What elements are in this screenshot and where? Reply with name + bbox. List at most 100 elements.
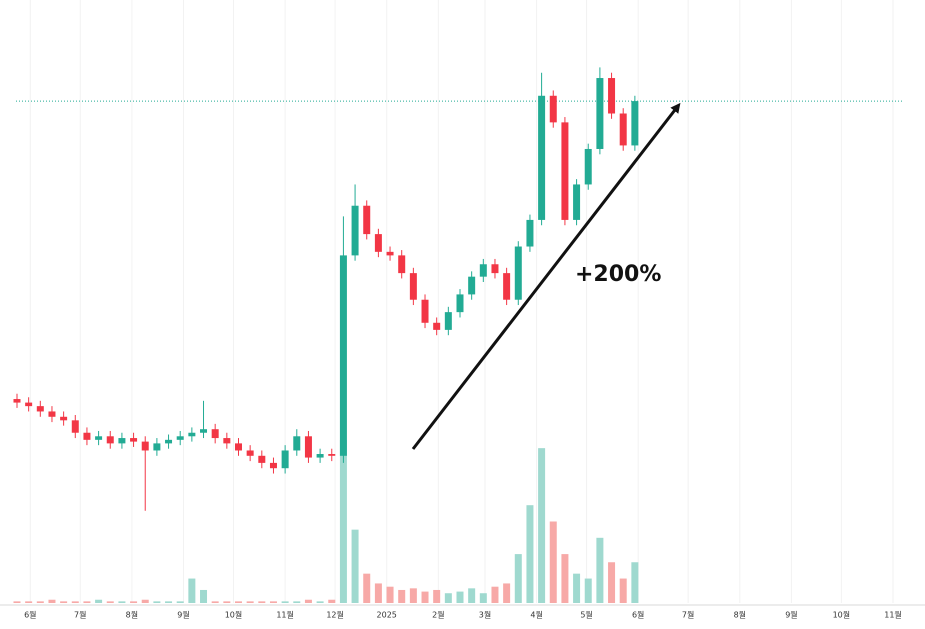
candle-body xyxy=(479,264,487,277)
candle-body xyxy=(48,411,56,417)
volume-bar xyxy=(444,593,452,603)
volume-bar xyxy=(421,591,429,603)
volume-bar xyxy=(36,601,44,603)
x-tick-label: 8월 xyxy=(126,610,138,620)
x-tick-label: 12월 xyxy=(326,610,344,620)
volume-bar xyxy=(631,562,639,603)
candle-body xyxy=(36,406,44,412)
volume-bar xyxy=(479,593,487,603)
volume-bar xyxy=(584,578,592,603)
candle-body xyxy=(165,439,173,444)
x-tick-label: 11월 xyxy=(884,610,902,620)
candle-body xyxy=(130,438,138,442)
volume-bar xyxy=(328,599,336,603)
candle-body xyxy=(60,416,68,421)
volume-bar xyxy=(48,599,56,603)
x-tick-label: 5월 xyxy=(580,610,592,620)
volume-bar xyxy=(304,599,312,603)
volume-bar xyxy=(60,601,68,603)
volume-bar xyxy=(619,578,627,603)
volume-bar xyxy=(25,601,33,603)
volume-bar xyxy=(234,601,242,603)
candle-body xyxy=(619,113,627,146)
x-tick-label: 9월 xyxy=(785,610,797,620)
candle-body xyxy=(596,78,604,149)
volume-bar xyxy=(281,601,289,603)
candle-body xyxy=(13,399,21,403)
trend-arrow xyxy=(411,102,681,450)
volume-bar xyxy=(409,588,417,603)
volume-bar xyxy=(316,601,324,603)
volume-bar xyxy=(153,601,161,603)
volume-bar xyxy=(456,591,464,603)
candle-body xyxy=(188,432,196,437)
volume-bar xyxy=(561,554,569,603)
annotation: +200% xyxy=(575,262,661,287)
volume-bar xyxy=(200,589,208,603)
volume-bar xyxy=(165,601,173,603)
x-tick-label: 6월 xyxy=(24,610,36,620)
candle-body xyxy=(421,299,429,323)
volume-bar xyxy=(339,440,347,603)
candle-body xyxy=(468,276,476,295)
candle-body xyxy=(246,450,254,456)
volume-bar xyxy=(223,601,231,603)
candle-body xyxy=(25,402,33,407)
candle-body xyxy=(409,273,417,300)
volume-bar xyxy=(363,573,371,603)
candle-body xyxy=(549,95,557,123)
volume-bar xyxy=(386,586,394,603)
volume-bar xyxy=(468,588,476,603)
candle-body xyxy=(456,294,464,313)
volume-bar xyxy=(188,578,196,603)
x-tick-label: 11월 xyxy=(276,610,294,620)
volume-bar xyxy=(176,601,184,603)
x-axis: 6월 7월 8월 9월 10월 11월 12월 2025 2월 3월 4월 5월 6월 7월 8월 9월 10월… xyxy=(0,604,925,620)
grid xyxy=(16,0,903,603)
volume-bar xyxy=(608,562,616,603)
candle-body xyxy=(444,312,452,330)
candle-body xyxy=(293,436,301,451)
x-tick-label: 6월 xyxy=(632,610,644,620)
candle-body xyxy=(200,429,208,433)
candle-body xyxy=(561,122,569,220)
x-tick-label: 9월 xyxy=(177,610,189,620)
volume-bar xyxy=(141,599,149,603)
volume-bar xyxy=(503,583,511,603)
candle-body xyxy=(503,273,511,300)
candle-body xyxy=(106,436,114,444)
x-tick-label: 10월 xyxy=(225,610,243,620)
candle-body xyxy=(526,219,534,247)
candle-body xyxy=(211,429,219,439)
volume-bar xyxy=(491,586,499,603)
candle-body xyxy=(234,443,242,451)
candle-body xyxy=(316,454,324,458)
volume-bar xyxy=(95,599,103,603)
candle-body xyxy=(223,438,231,444)
volume-bar xyxy=(258,601,266,603)
x-tick-label: 7월 xyxy=(74,610,86,620)
x-tick-label: 4월 xyxy=(530,610,542,620)
candle-body xyxy=(374,234,382,252)
volume-bar xyxy=(130,601,138,603)
volume-bar xyxy=(374,583,382,603)
volume-bar xyxy=(433,589,441,603)
candle-body xyxy=(71,420,79,433)
candle-body xyxy=(538,95,546,220)
volume-bar xyxy=(538,448,546,603)
volume-bar xyxy=(293,601,301,603)
candle-body xyxy=(433,322,441,330)
volume-bar xyxy=(514,554,522,603)
volume-bar xyxy=(549,521,557,603)
candle-body xyxy=(328,454,336,456)
candle-body xyxy=(631,101,639,146)
candle-body xyxy=(281,450,289,469)
volume-bar xyxy=(118,601,126,603)
x-tick-label: 8월 xyxy=(734,610,746,620)
volume-bar xyxy=(398,589,406,603)
volume-bar xyxy=(596,537,604,603)
candle-body xyxy=(573,184,581,220)
x-tick-label: 3월 xyxy=(479,610,491,620)
candle-body xyxy=(304,436,312,458)
candle-body xyxy=(351,205,359,256)
